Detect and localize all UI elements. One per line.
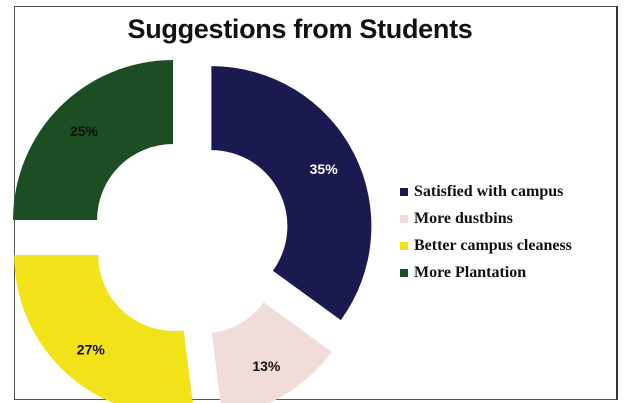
legend: Satisfied with campus More dustbins Bett… xyxy=(400,178,572,286)
chart-title: Suggestions from Students xyxy=(127,14,473,44)
legend-swatch xyxy=(400,241,408,250)
legend-label: Better campus cleaness xyxy=(414,236,572,254)
legend-label: More dustbins xyxy=(414,209,513,227)
donut-slice xyxy=(13,60,174,221)
donut-slice xyxy=(211,302,332,403)
legend-item-dustbins: More dustbins xyxy=(400,205,572,232)
legend-swatch xyxy=(400,268,408,277)
legend-item-cleaness: Better campus cleaness xyxy=(400,232,572,259)
legend-swatch xyxy=(400,214,408,223)
slice-data-label: 27% xyxy=(77,342,106,358)
donut-slice xyxy=(14,255,193,403)
donut-slice xyxy=(211,66,372,321)
slice-data-label: 35% xyxy=(310,161,339,177)
slice-data-label: 13% xyxy=(252,358,281,374)
legend-item-satisfied: Satisfied with campus xyxy=(400,178,572,205)
legend-swatch xyxy=(400,187,408,196)
legend-label: More Plantation xyxy=(414,263,527,281)
legend-label: Satisfied with campus xyxy=(414,182,564,200)
legend-item-plantation: More Plantation xyxy=(400,259,572,286)
slice-data-label: 25% xyxy=(70,123,99,139)
